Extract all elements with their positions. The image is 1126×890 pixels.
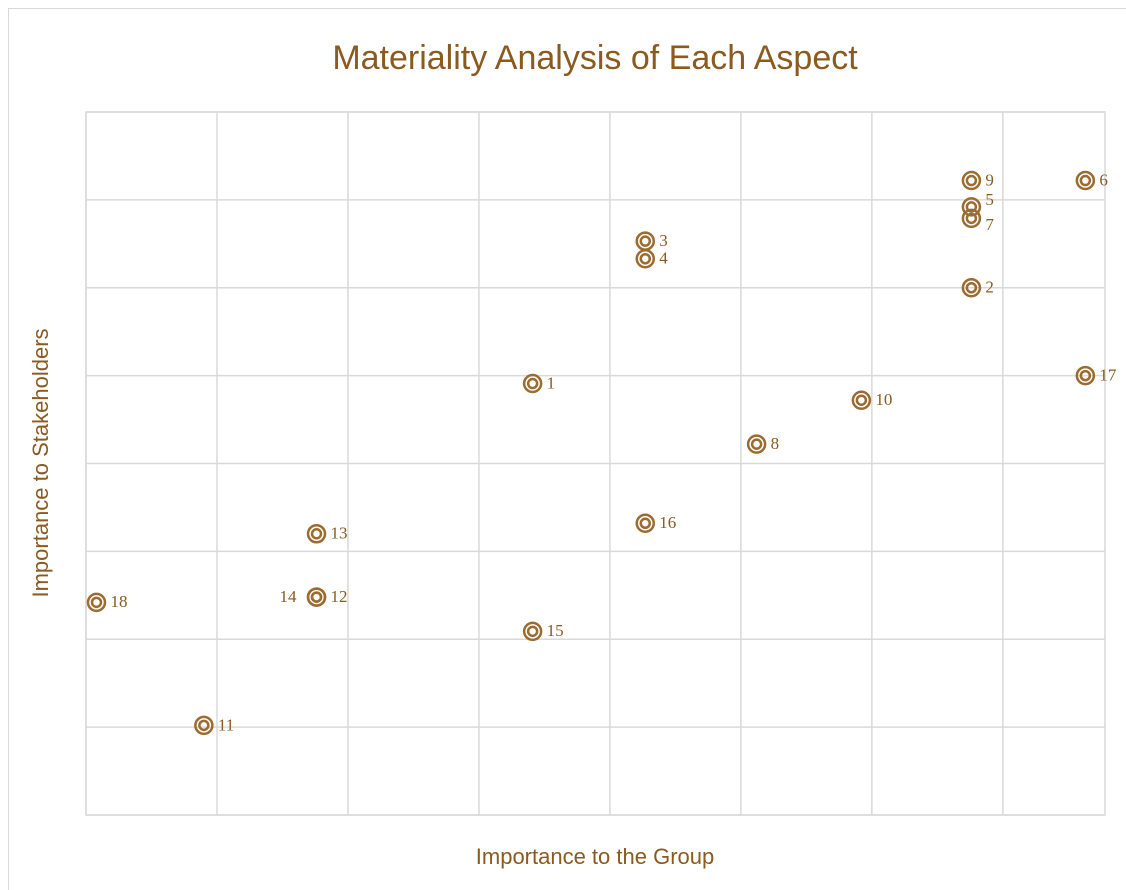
- chart-frame: [8, 8, 1126, 890]
- point-ring: [635, 513, 656, 534]
- point-label: 9: [985, 170, 994, 189]
- point: [961, 278, 982, 298]
- point-ring: [1075, 170, 1096, 191]
- point-ring: [961, 278, 982, 298]
- point: [635, 513, 656, 534]
- point-ring: [635, 249, 656, 269]
- point-label: 11: [218, 715, 234, 734]
- point-ring: [1075, 365, 1096, 386]
- point-label: 7: [985, 215, 994, 234]
- point: [522, 621, 543, 642]
- point-label: 1: [547, 373, 556, 392]
- point: [746, 434, 767, 454]
- point-label: 15: [547, 621, 564, 640]
- point-ring: [306, 524, 327, 544]
- point-ring: [306, 587, 327, 607]
- point-ring: [526, 625, 539, 638]
- point: [961, 208, 982, 229]
- point-ring: [90, 596, 103, 609]
- point-label: 6: [1099, 170, 1108, 189]
- point-ring: [965, 174, 978, 187]
- point: [961, 170, 982, 191]
- point: [961, 197, 982, 217]
- point-ring: [310, 591, 323, 603]
- point-ring: [965, 201, 978, 213]
- point-ring: [522, 621, 543, 642]
- point-label: 10: [875, 390, 892, 409]
- point-ring: [1079, 369, 1092, 382]
- point: [1075, 170, 1096, 191]
- point-ring: [526, 377, 539, 390]
- point-ring: [86, 592, 107, 613]
- point-ring: [639, 517, 652, 530]
- point-ring: [522, 373, 543, 394]
- chart-title: Materiality Analysis of Each Aspect: [332, 39, 858, 77]
- point-label: 12: [331, 587, 348, 606]
- point-ring: [961, 208, 982, 229]
- point-ring: [965, 282, 978, 294]
- point-ring: [961, 170, 982, 191]
- point: [635, 249, 656, 269]
- point-label: 13: [331, 524, 348, 543]
- point-label: 3: [659, 231, 668, 250]
- point: [306, 587, 327, 607]
- point-label: 8: [771, 434, 780, 453]
- point-label: 5: [985, 190, 994, 209]
- point-ring: [1079, 174, 1092, 187]
- point-label: 17: [1099, 366, 1117, 385]
- y-axis-label: Importance to Stakeholders: [28, 328, 53, 597]
- point-ring: [639, 253, 652, 265]
- point: [194, 715, 214, 736]
- point-ring: [965, 212, 978, 225]
- point-ring: [961, 197, 982, 217]
- point-ring: [851, 390, 872, 410]
- point-ring: [310, 528, 323, 540]
- point-ring: [750, 438, 763, 450]
- point-ring: [746, 434, 767, 454]
- point-label: 14: [280, 587, 298, 606]
- point: [522, 373, 543, 394]
- point: [306, 524, 327, 544]
- point-label: 16: [659, 513, 676, 532]
- x-axis-label: Importance to the Group: [476, 844, 714, 869]
- point-ring: [198, 719, 210, 732]
- point-label: 4: [659, 249, 668, 268]
- point: [1075, 365, 1096, 386]
- point-label: 18: [110, 592, 127, 611]
- point: [86, 592, 107, 613]
- point-ring: [194, 715, 214, 736]
- point-label: 2: [985, 278, 994, 297]
- point: [851, 390, 872, 410]
- point-ring: [855, 394, 868, 406]
- point-ring: [639, 235, 652, 247]
